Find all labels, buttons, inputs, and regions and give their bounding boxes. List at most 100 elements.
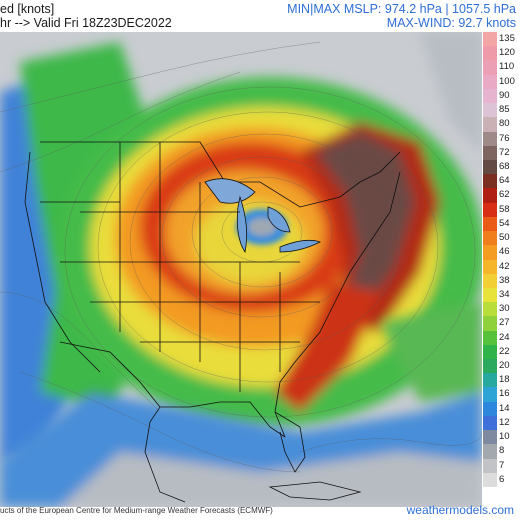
colorbar-swatch <box>483 359 497 374</box>
colorbar-level: 7 <box>483 458 520 473</box>
colorbar-level: 80 <box>483 117 520 132</box>
colorbar-level: 27 <box>483 316 520 331</box>
south-bands <box>0 32 482 507</box>
colorbar-swatch <box>483 472 497 487</box>
band-green-atlantic <box>380 302 482 402</box>
colorbar-level: 24 <box>483 330 520 345</box>
colorbar-label: 22 <box>499 345 510 357</box>
eye-calm <box>248 218 276 236</box>
colorbar-label: 85 <box>499 104 510 116</box>
colorbar-level: 42 <box>483 259 520 274</box>
wind-speed-map <box>0 32 482 507</box>
colorbar-swatch <box>483 415 497 431</box>
mslp-range-label: MIN|MAX MSLP: 974.2 hPa | 1057.5 hPa <box>287 2 516 16</box>
colorbar-label: 58 <box>499 203 510 215</box>
colorbar-level: 64 <box>483 174 520 189</box>
coastline-west <box>24 151 101 373</box>
colorbar-label: 90 <box>499 89 510 101</box>
colorbar-level: 50 <box>483 231 520 246</box>
colorbar-level: 58 <box>483 202 520 217</box>
colorbar-label: 46 <box>499 246 510 258</box>
colorbar-swatch <box>483 60 497 75</box>
colorbar-label: 14 <box>499 402 510 414</box>
band-grey-ne-corner <box>420 32 482 152</box>
colorbar-label: 27 <box>499 317 510 329</box>
colorbar-label: 7 <box>499 459 505 471</box>
borders <box>24 141 401 503</box>
colorbar-swatch <box>483 74 497 89</box>
colorbar-level: 6 <box>483 472 520 487</box>
colorbar-swatch <box>483 245 497 260</box>
colorbar-label: 80 <box>499 118 510 130</box>
colorbar-swatch <box>483 330 497 345</box>
colorbar-label: 120 <box>499 47 515 59</box>
colorbar-swatch <box>483 46 497 61</box>
colorbar-label: 62 <box>499 189 510 201</box>
data-credit: ucts of the European Centre for Medium-r… <box>0 506 273 515</box>
colorbar-level: 76 <box>483 131 520 146</box>
valid-time-label: hr --> Valid Fri 18Z23DEC2022 <box>0 16 172 30</box>
colorbar-label: 76 <box>499 132 510 144</box>
colorbar-swatch <box>483 458 497 473</box>
colorbar-swatch <box>483 231 497 246</box>
colorbar-swatch <box>483 430 497 445</box>
lake-michigan <box>236 195 248 254</box>
colorbar-label: 10 <box>499 431 510 443</box>
colorbar-level: 100 <box>483 74 520 89</box>
lake-huron <box>267 206 291 233</box>
colorbar-swatch <box>483 401 497 416</box>
colorbar-swatch <box>483 273 497 288</box>
colorbar-label: 100 <box>499 75 515 87</box>
colorbar-level: 68 <box>483 159 520 175</box>
colorbar-level: 72 <box>483 145 520 160</box>
colorbar-label: 20 <box>499 360 510 372</box>
lake-superior <box>204 178 256 204</box>
colorbar-label: 12 <box>499 416 510 428</box>
colorbar-level: 38 <box>483 273 520 288</box>
colorbar-level: 85 <box>483 103 520 118</box>
wind-speed-colorbar: 135 120 110 100 90 85 80 76 72 68 64 62 58 54 50 46 42 38… <box>483 32 520 487</box>
colorbar-swatch <box>483 202 497 217</box>
colorbar-swatch <box>483 444 497 459</box>
colorbar-swatch <box>483 316 497 331</box>
colorbar-label: 18 <box>499 374 510 386</box>
colorbar-level: 120 <box>483 46 520 61</box>
colorbar-swatch <box>483 302 497 317</box>
colorbar-label: 34 <box>499 288 510 300</box>
colorbar-label: 110 <box>499 61 515 73</box>
colorbar-label: 16 <box>499 388 510 400</box>
colorbar-swatch <box>483 174 497 189</box>
colorbar-swatch <box>483 216 497 232</box>
colorbar-swatch <box>483 88 497 104</box>
colorbar-level: 54 <box>483 216 520 232</box>
colorbar-level: 12 <box>483 415 520 431</box>
coastline-gulf <box>144 401 286 503</box>
coastline-east <box>274 171 401 438</box>
coastline-cuba <box>268 481 362 501</box>
colorbar-level: 90 <box>483 88 520 104</box>
colorbar-swatch <box>483 131 497 146</box>
band-grey-caribbean <box>60 452 482 507</box>
colorbar-swatch <box>483 145 497 160</box>
colorbar-label: 42 <box>499 260 510 272</box>
site-credit: weathermodels.com <box>406 503 514 517</box>
colorbar-level: 8 <box>483 444 520 459</box>
colorbar-label: 72 <box>499 146 510 158</box>
colorbar-label: 68 <box>499 160 510 172</box>
colorbar-swatch <box>483 287 497 303</box>
colorbar-swatch <box>483 103 497 118</box>
colorbar-level: 30 <box>483 302 520 317</box>
coastline-florida <box>274 411 306 473</box>
colorbar-label: 54 <box>499 217 510 229</box>
colorbar-label: 135 <box>499 33 515 44</box>
colorbar-label: 38 <box>499 274 510 286</box>
colorbar-level: 16 <box>483 387 520 402</box>
border-us-canada <box>40 141 401 208</box>
colorbar-swatch <box>483 387 497 402</box>
colorbar-level: 34 <box>483 287 520 303</box>
colorbar-swatch <box>483 117 497 132</box>
colorbar-level: 46 <box>483 245 520 260</box>
colorbar-label: 8 <box>499 445 505 457</box>
colorbar-label: 64 <box>499 175 510 187</box>
